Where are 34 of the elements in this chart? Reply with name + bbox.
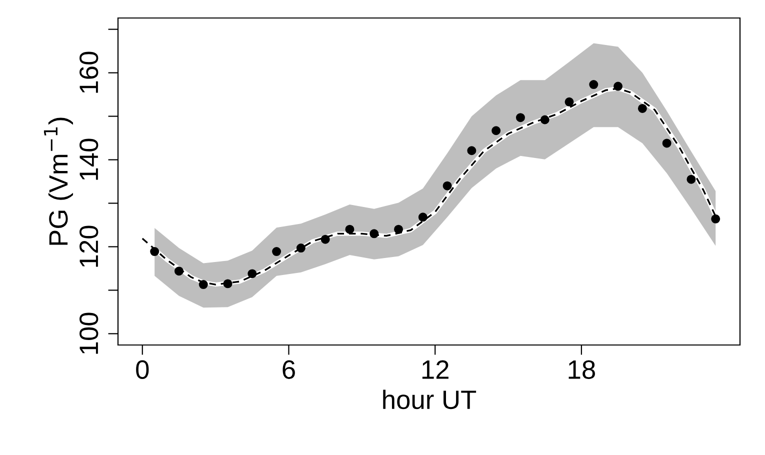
point <box>589 80 598 90</box>
point <box>516 113 525 122</box>
point <box>418 212 428 222</box>
x-axis-title: hour UT <box>383 390 476 410</box>
point <box>442 181 452 190</box>
point <box>467 146 476 156</box>
y-tick-label: 140 <box>80 138 98 180</box>
y-tick-label: 120 <box>80 226 98 267</box>
point <box>248 269 257 278</box>
point <box>296 244 306 253</box>
x-tick-label: 0 <box>136 360 149 379</box>
point <box>272 247 282 256</box>
point <box>540 115 550 124</box>
point <box>711 214 720 224</box>
point <box>223 279 232 288</box>
point <box>564 97 574 106</box>
point <box>320 234 330 244</box>
point <box>686 174 696 184</box>
x-tick-label: 6 <box>282 360 295 379</box>
point <box>394 224 404 234</box>
point <box>662 138 672 148</box>
point <box>345 224 354 234</box>
point <box>638 104 647 113</box>
x-tick-label: 18 <box>568 360 595 379</box>
point <box>614 82 623 91</box>
point <box>370 229 379 238</box>
point <box>492 126 501 136</box>
point <box>174 266 184 276</box>
y-tick-label: 100 <box>80 312 98 354</box>
point <box>198 280 208 290</box>
x-tick-label: 12 <box>422 360 448 379</box>
y-tick-label: 160 <box>80 52 98 93</box>
point <box>150 247 160 256</box>
y-axis-title: PG (Vm$^{−1}$) <box>44 118 74 245</box>
